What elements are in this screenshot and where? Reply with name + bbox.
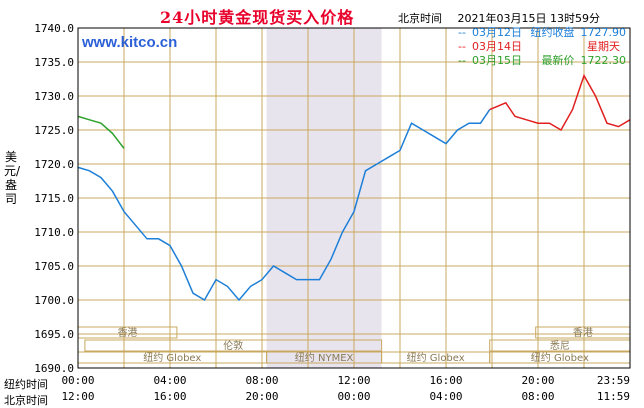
legend-swatch: --	[458, 54, 466, 67]
y-axis-label: 美元/盎司	[4, 150, 21, 206]
timezone-label: 北京时间	[398, 12, 442, 25]
x-tick-label: 08:00	[245, 374, 278, 387]
session-label: 纽约 Globex	[531, 351, 589, 364]
kitco-watermark: www.kitco.cn	[82, 34, 178, 51]
x-tick-label: 12:00	[337, 374, 370, 387]
y-tick-label: 1715.0	[34, 192, 74, 205]
session-bar	[84, 339, 383, 352]
x-tick-label: 20:00	[245, 390, 278, 403]
legend-item: -- 03月14日 星期天	[458, 40, 626, 54]
chart-title: 24小时黄金现货买入价格	[160, 8, 355, 27]
x-tick-label: 23:59	[597, 374, 630, 387]
legend-value: 1722.30	[580, 54, 627, 67]
x-tick-label: 20:00	[521, 374, 554, 387]
y-tick-label: 1740.0	[34, 22, 74, 35]
session-label: 纽约 Globex	[143, 351, 201, 364]
chart-legend: -- 03月12日 纽约收盘 1727.90 -- 03月14日 星期天 -- 03月1…	[458, 26, 626, 68]
y-tick-label: 1725.0	[34, 124, 74, 137]
session-label: 纽约 NYMEX	[295, 351, 354, 364]
series-line	[489, 73, 631, 132]
session-label: 纽约 Globex	[407, 351, 465, 364]
current-datetime: 2021年03月15日 13时59分	[457, 12, 600, 25]
legend-date: 03月15日	[471, 54, 522, 67]
session-label: 香港	[117, 327, 137, 339]
legend-swatch: --	[458, 40, 466, 53]
session-label: 伦敦	[223, 339, 243, 352]
x-row-label-beijing: 北京时间	[4, 394, 48, 407]
plot-frame	[77, 27, 631, 369]
y-tick-label: 1720.0	[34, 158, 74, 171]
x-tick-label: 04:00	[153, 374, 186, 387]
x-tick-label: 08:00	[521, 390, 554, 403]
x-tick-label: 16:00	[429, 374, 462, 387]
chart-grid	[77, 27, 631, 369]
y-tick-label: 1690.0	[34, 362, 74, 375]
y-tick-label: 1700.0	[34, 294, 74, 307]
y-tick-label: 1730.0	[34, 90, 74, 103]
y-tick-label: 1695.0	[34, 328, 74, 341]
legend-value: 1727.90	[580, 26, 627, 39]
legend-swatch: --	[458, 26, 466, 39]
x-tick-label: 11:59	[597, 390, 630, 403]
price-series	[77, 73, 631, 302]
x-tick-label: 16:00	[153, 390, 186, 403]
x-tick-label: 12:00	[61, 390, 94, 403]
session-label: 香港	[573, 327, 593, 339]
legend-date: 03月12日	[471, 26, 522, 39]
session-label: 悉尼	[550, 340, 570, 352]
legend-label: 纽约收盘	[530, 26, 575, 39]
y-tick-label: 1710.0	[34, 226, 74, 239]
series-line	[77, 115, 125, 149]
legend-item: -- 03月12日 纽约收盘 1727.90	[458, 26, 626, 40]
series-line	[77, 109, 491, 302]
legend-item: -- 03月15日 最新价 1722.30	[458, 54, 626, 68]
chart-axes: 1690.0 1695.0 1700.0 1705.0 1710.0 1715.0 1720…	[34, 22, 631, 403]
header-datetime: 北京时间 2021年03月15日 13时59分	[398, 10, 612, 26]
y-tick-label: 1735.0	[34, 56, 74, 69]
legend-label: 星期天	[587, 40, 620, 53]
x-tick-label: 00:00	[61, 374, 94, 387]
legend-date: 03月14日	[471, 40, 522, 53]
legend-label: 最新价	[541, 54, 575, 67]
y-tick-label: 1705.0	[34, 260, 74, 273]
x-row-label-ny: 纽约时间	[4, 378, 48, 391]
x-tick-label: 04:00	[429, 390, 462, 403]
x-tick-label: 00:00	[337, 390, 370, 403]
